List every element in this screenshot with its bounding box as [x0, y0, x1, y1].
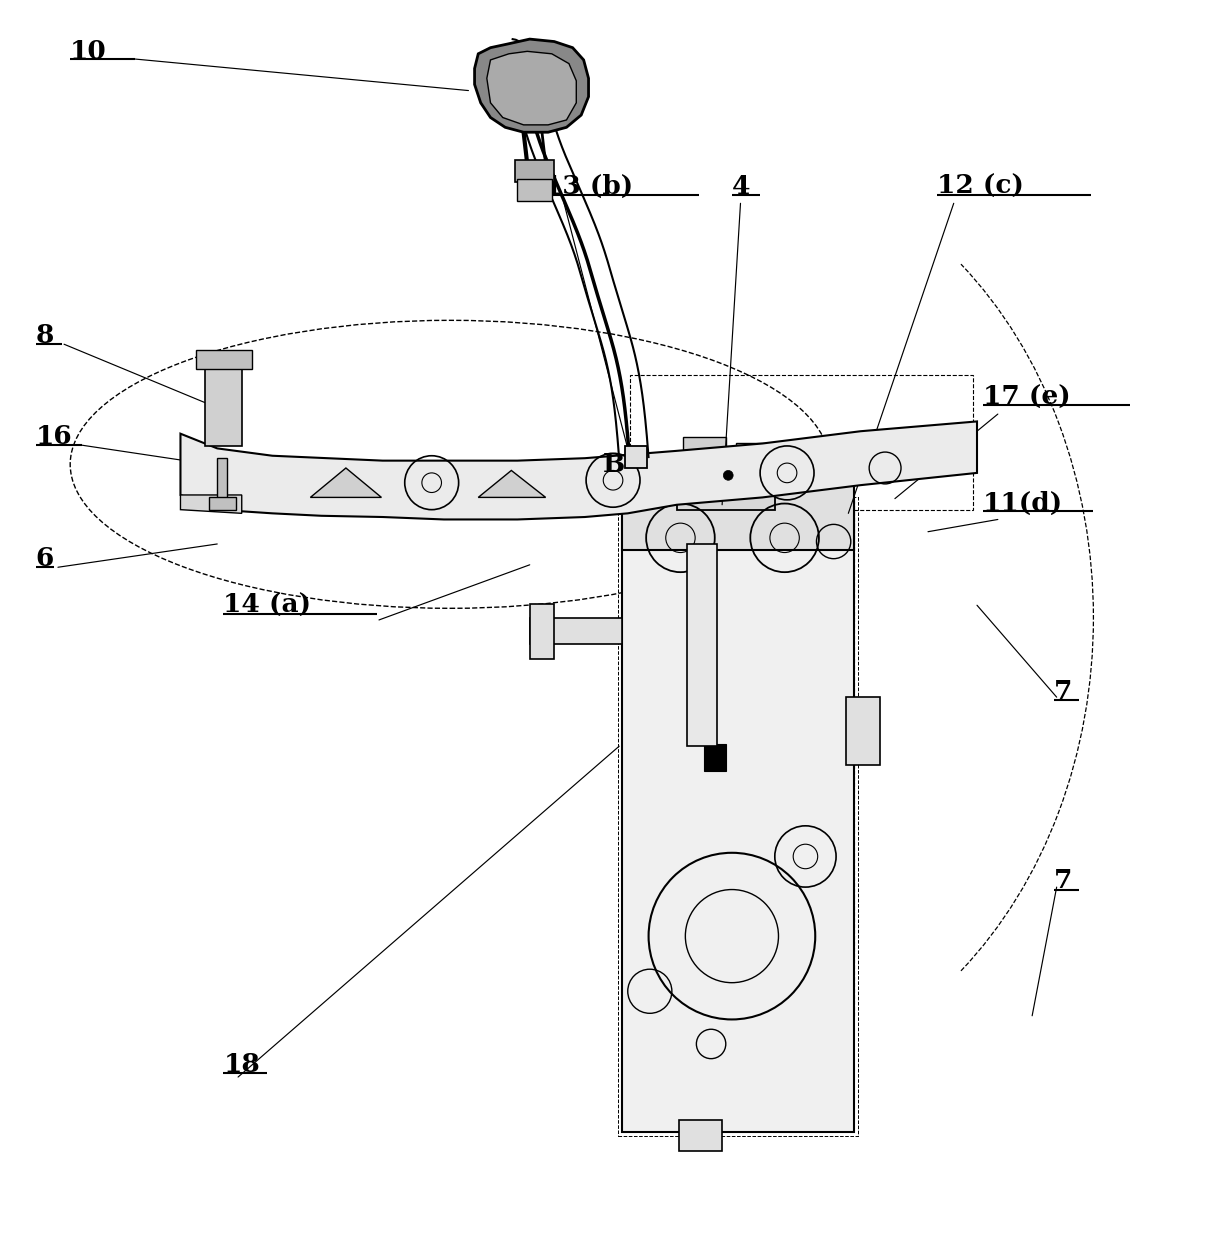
Bar — [515, 161, 554, 183]
Polygon shape — [475, 40, 588, 132]
Bar — [217, 458, 227, 508]
Polygon shape — [181, 495, 241, 514]
Text: 10: 10 — [70, 38, 107, 64]
Bar — [683, 437, 726, 468]
Text: 14 (a): 14 (a) — [223, 593, 311, 618]
Text: 11(d): 11(d) — [984, 492, 1064, 516]
Bar — [197, 351, 251, 369]
Bar — [736, 443, 769, 468]
Bar — [529, 618, 622, 645]
Bar — [618, 498, 858, 1136]
Text: B: B — [603, 452, 625, 477]
Text: 16: 16 — [36, 424, 73, 448]
Polygon shape — [310, 468, 382, 498]
Bar — [622, 479, 854, 550]
Bar — [846, 697, 880, 764]
Bar — [687, 543, 718, 746]
Text: 8: 8 — [36, 324, 54, 348]
Text: 18: 18 — [223, 1052, 260, 1077]
Bar — [680, 1120, 723, 1151]
Bar — [625, 446, 648, 468]
Text: 7: 7 — [1054, 868, 1072, 893]
Text: 13 (b): 13 (b) — [544, 174, 634, 199]
Text: 7: 7 — [1054, 678, 1072, 704]
Text: 17 (e): 17 (e) — [984, 384, 1071, 410]
Bar — [677, 463, 774, 510]
Bar — [208, 498, 235, 510]
Text: 12 (c): 12 (c) — [937, 174, 1023, 199]
Bar — [622, 501, 854, 1132]
Polygon shape — [181, 421, 977, 520]
Bar — [704, 743, 726, 771]
Text: 4: 4 — [732, 174, 751, 199]
Text: 6: 6 — [36, 546, 54, 571]
Polygon shape — [479, 471, 545, 498]
Bar — [630, 375, 974, 510]
Polygon shape — [486, 52, 576, 125]
Bar — [529, 604, 554, 659]
Bar — [206, 363, 241, 446]
Circle shape — [724, 471, 734, 480]
Bar — [517, 179, 551, 201]
